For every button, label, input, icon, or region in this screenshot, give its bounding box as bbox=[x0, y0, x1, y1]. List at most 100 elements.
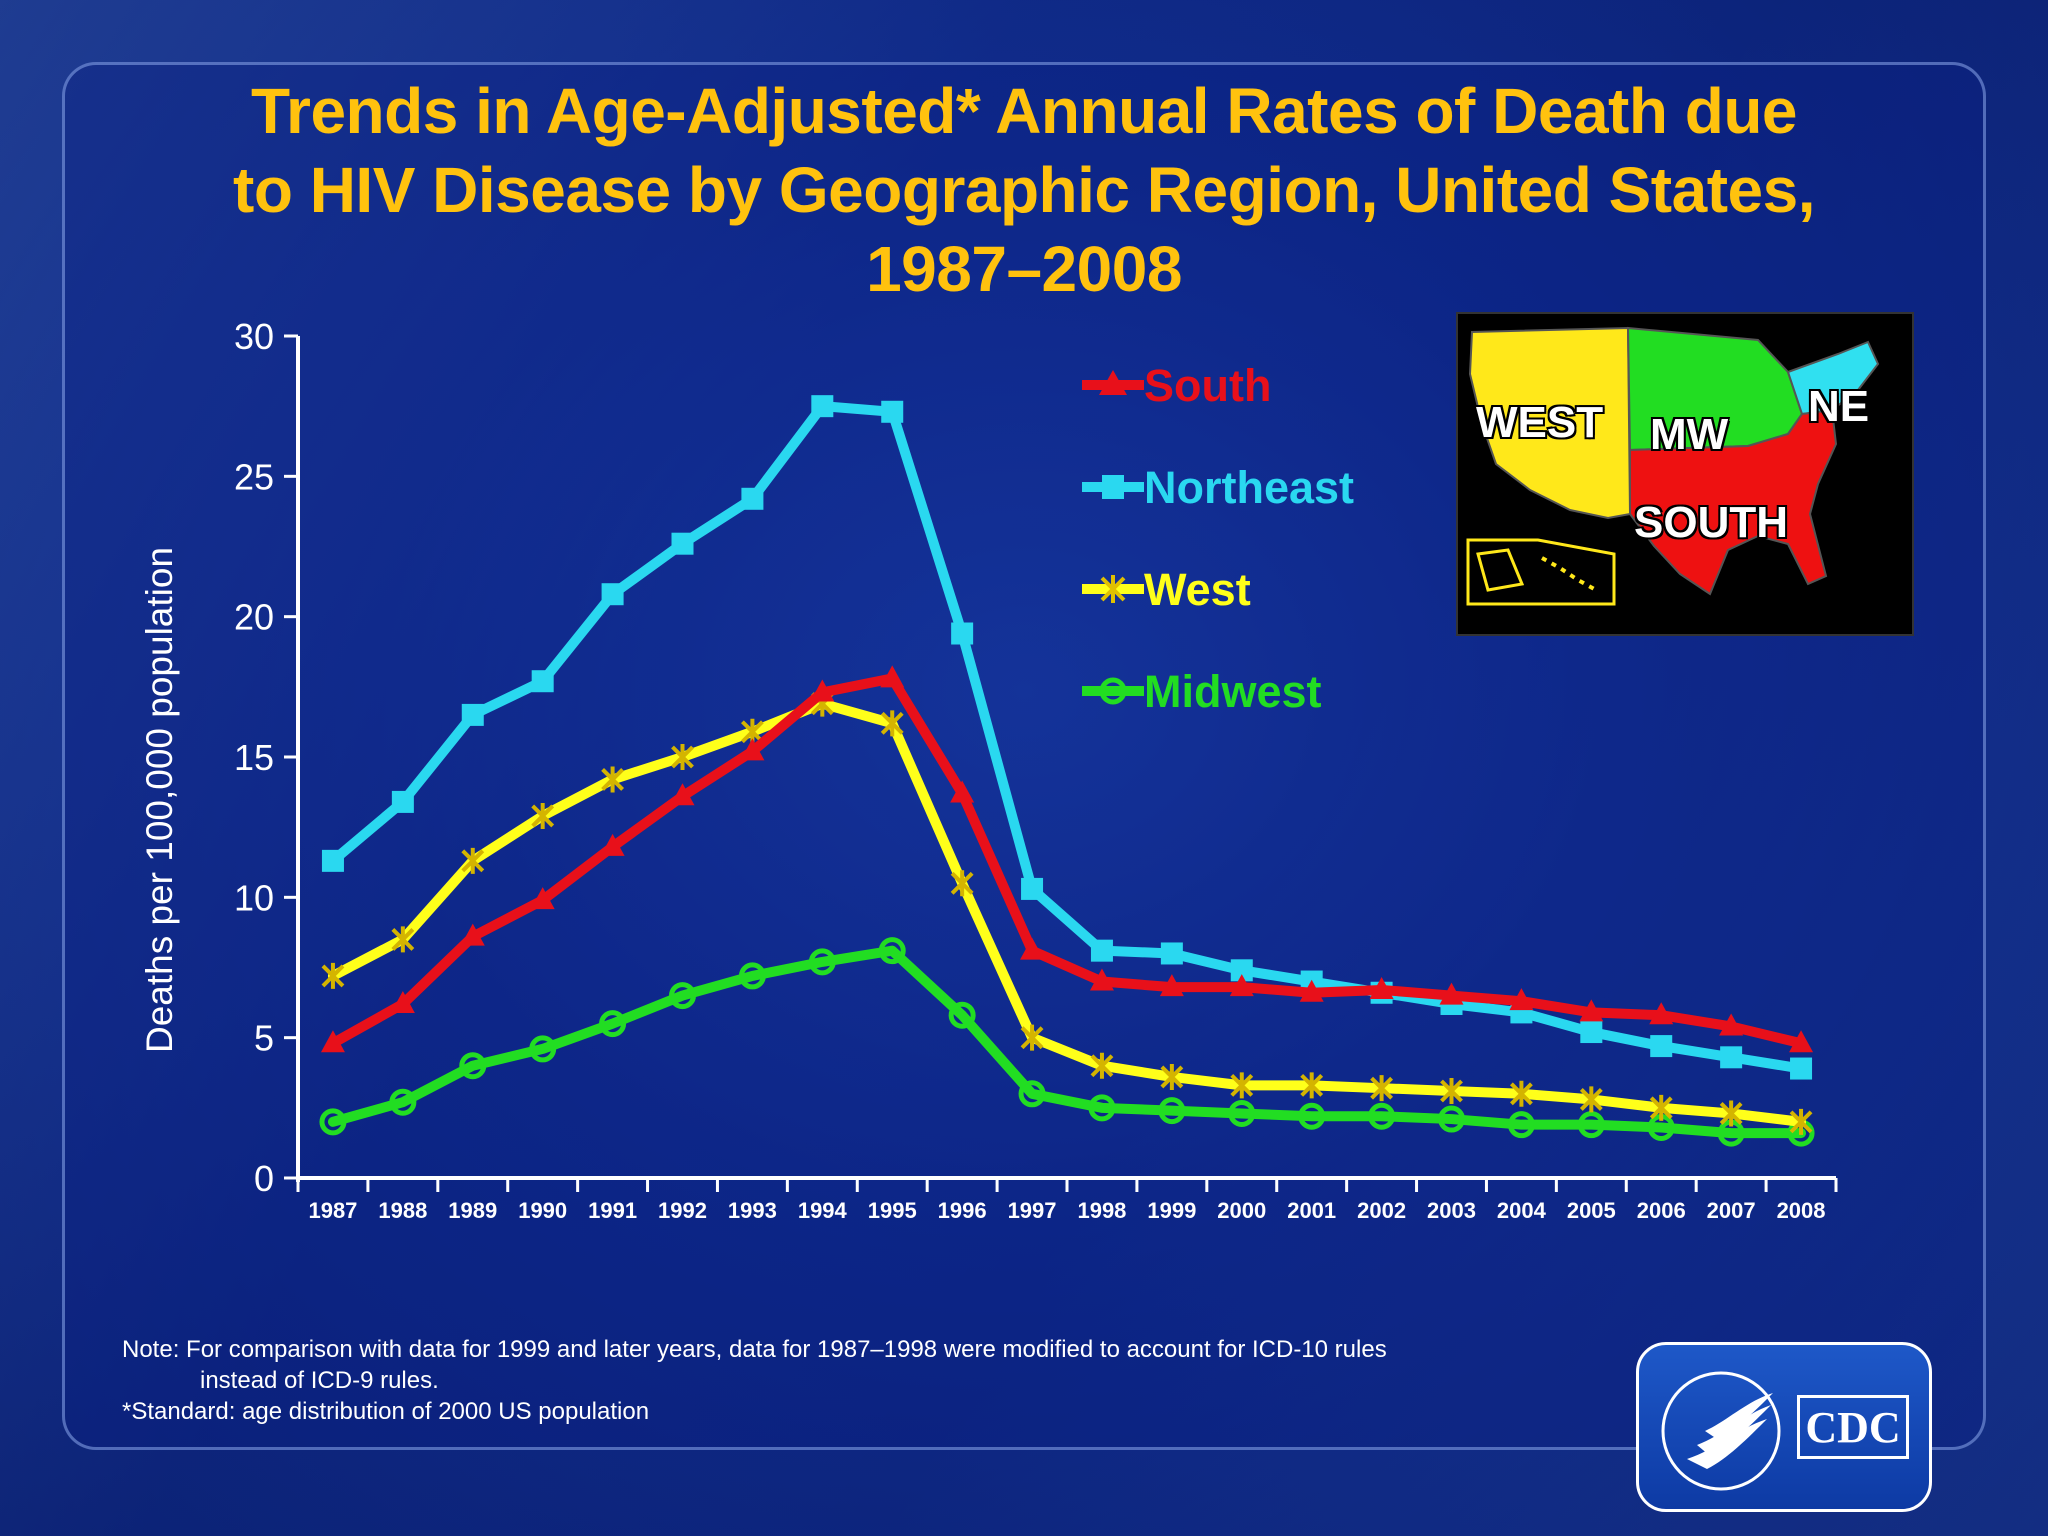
data-point-midwest bbox=[319, 1108, 347, 1136]
x-tick-label: 1989 bbox=[448, 1198, 497, 1223]
series-line-west bbox=[327, 698, 1807, 1127]
y-tick-label: 0 bbox=[254, 1158, 274, 1199]
x-tick-label: 1990 bbox=[518, 1198, 567, 1223]
x-tick-label: 1993 bbox=[728, 1198, 777, 1223]
x-tick-label: 2002 bbox=[1357, 1198, 1406, 1223]
legend-label-midwest: Midwest bbox=[1144, 666, 1322, 717]
cdc-logo-text: CDC bbox=[1797, 1395, 1909, 1459]
series-northeast bbox=[321, 395, 1813, 1080]
data-point-south bbox=[1579, 999, 1604, 1022]
x-tick-label: 2007 bbox=[1707, 1198, 1756, 1223]
data-point-northeast bbox=[1160, 942, 1183, 965]
data-point-midwest bbox=[669, 982, 696, 1010]
x-tick-label: 2000 bbox=[1217, 1198, 1266, 1223]
data-point-west bbox=[601, 766, 625, 793]
data-point-northeast bbox=[531, 670, 554, 693]
x-tick-label: 1996 bbox=[938, 1198, 987, 1223]
legend-swatch-midwest bbox=[1082, 677, 1144, 705]
data-point-west bbox=[1440, 1077, 1463, 1104]
data-point-midwest bbox=[529, 1035, 557, 1063]
legend-label-northeast: Northeast bbox=[1144, 462, 1355, 513]
series-west bbox=[321, 690, 1813, 1135]
y-tick-label: 10 bbox=[234, 877, 274, 918]
data-point-south bbox=[1789, 1030, 1814, 1053]
chart-title: Trends in Age-Adjusted* Annual Rates of … bbox=[100, 72, 1948, 309]
x-tick-label: 1988 bbox=[378, 1198, 427, 1223]
data-point-south bbox=[670, 783, 695, 806]
data-point-midwest bbox=[808, 948, 836, 976]
note-line-1: Note: For comparison with data for 1999 … bbox=[122, 1336, 1387, 1363]
data-point-northeast bbox=[1230, 959, 1253, 982]
x-tick-label: 2001 bbox=[1287, 1198, 1336, 1223]
title-line-3: 1987–2008 bbox=[866, 233, 1182, 305]
legend-label-west: West bbox=[1144, 564, 1251, 615]
legend-item-west: West bbox=[1080, 564, 1460, 616]
data-point-west bbox=[1230, 1072, 1254, 1099]
map-label-south: SOUTH bbox=[1634, 498, 1788, 547]
data-point-south bbox=[1089, 968, 1114, 991]
x-tick-label: 1991 bbox=[588, 1198, 637, 1223]
series-south bbox=[320, 665, 1814, 1053]
data-point-midwest bbox=[738, 962, 766, 990]
data-point-northeast bbox=[1021, 877, 1044, 900]
cdc-logo-box: CDC bbox=[1636, 1342, 1932, 1512]
data-point-northeast bbox=[741, 487, 764, 510]
data-point-northeast bbox=[321, 849, 344, 872]
data-point-south bbox=[810, 679, 835, 702]
data-point-west bbox=[321, 962, 345, 989]
x-tick-label: 1997 bbox=[1008, 1198, 1057, 1223]
data-point-northeast bbox=[1650, 1035, 1673, 1058]
series-line-northeast bbox=[327, 401, 1807, 1074]
x-tick-label: 2006 bbox=[1637, 1198, 1686, 1223]
x-tick-label: 1995 bbox=[868, 1198, 917, 1223]
data-point-west bbox=[391, 926, 415, 953]
data-point-northeast bbox=[1580, 1021, 1603, 1044]
data-point-south bbox=[1369, 976, 1394, 999]
title-line-1: Trends in Age-Adjusted* Annual Rates of … bbox=[250, 75, 1798, 147]
data-point-northeast bbox=[1720, 1046, 1743, 1069]
data-point-northeast bbox=[671, 532, 694, 555]
data-point-midwest bbox=[1507, 1111, 1535, 1139]
data-point-west bbox=[1789, 1108, 1813, 1135]
x-tick-label: 2008 bbox=[1777, 1198, 1826, 1223]
data-point-west bbox=[1020, 1024, 1044, 1051]
x-tick-label: 2005 bbox=[1567, 1198, 1616, 1223]
data-point-midwest bbox=[1158, 1097, 1186, 1125]
data-point-midwest bbox=[1018, 1080, 1046, 1108]
slide-panel bbox=[62, 62, 1986, 1450]
data-point-west bbox=[1719, 1100, 1743, 1127]
data-point-west bbox=[671, 744, 694, 770]
data-point-northeast bbox=[391, 790, 414, 813]
data-point-west bbox=[950, 870, 974, 897]
x-tick-label: 1987 bbox=[308, 1198, 357, 1223]
data-point-south bbox=[1439, 982, 1464, 1005]
data-point-midwest bbox=[1228, 1099, 1256, 1127]
data-point-midwest bbox=[459, 1052, 487, 1080]
map-label-mw: MW bbox=[1650, 410, 1729, 459]
data-point-south bbox=[1159, 974, 1184, 997]
map-inset-alaska-hawaii bbox=[1466, 538, 1616, 606]
data-point-midwest bbox=[1298, 1102, 1326, 1130]
data-point-west bbox=[1090, 1052, 1114, 1079]
chart-axes: 0 5 10 15 20 25 30 1987 1988 1989 1990 1991 1992 1993… bbox=[234, 316, 1838, 1223]
legend-item-south: South bbox=[1080, 360, 1460, 412]
y-tick-label: 25 bbox=[234, 456, 274, 497]
hhs-seal-icon bbox=[1661, 1371, 1781, 1491]
note-line-2-text: instead of ICD-9 rules. bbox=[200, 1367, 439, 1394]
data-point-west bbox=[1370, 1075, 1394, 1102]
series-line-south bbox=[327, 673, 1807, 1049]
map-label-ne: NE bbox=[1808, 382, 1870, 431]
data-point-midwest bbox=[389, 1088, 417, 1116]
data-point-midwest bbox=[1577, 1111, 1605, 1139]
legend-item-northeast: Northeast bbox=[1080, 462, 1460, 514]
data-point-south bbox=[880, 665, 905, 688]
data-point-south bbox=[1020, 937, 1045, 960]
map-region-south bbox=[1629, 408, 1838, 596]
data-point-west bbox=[531, 802, 555, 829]
y-tick-label: 5 bbox=[254, 1018, 274, 1059]
data-point-south bbox=[1229, 974, 1254, 997]
data-point-west bbox=[1649, 1094, 1673, 1121]
x-tick-label: 2004 bbox=[1497, 1198, 1547, 1223]
